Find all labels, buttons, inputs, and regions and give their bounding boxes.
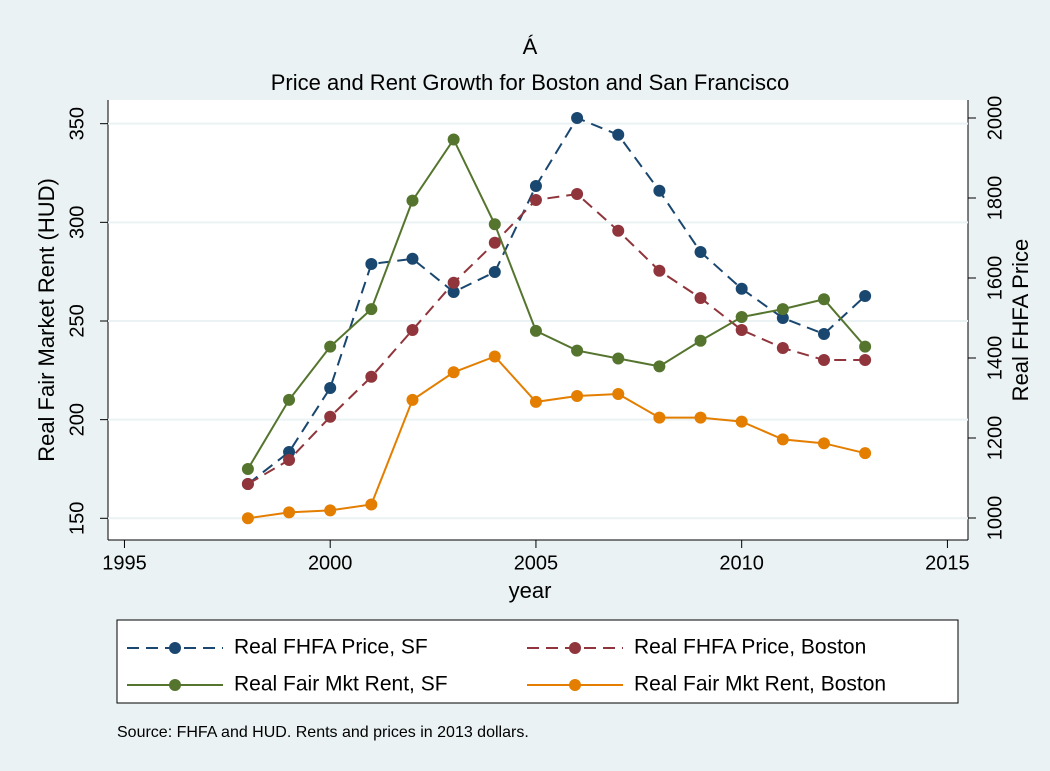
point	[488, 266, 501, 278]
y-tick-label: 150	[66, 502, 88, 535]
point	[447, 286, 460, 298]
legend-label: Real Fair Mkt Rent, Boston	[634, 673, 886, 696]
y2-tick-label: 1200	[984, 416, 1006, 461]
x-axis-title: year	[509, 578, 552, 603]
point	[571, 112, 584, 124]
point	[612, 352, 625, 365]
point	[241, 478, 254, 490]
point	[776, 312, 789, 324]
point	[735, 324, 748, 336]
y2-tick-label: 2000	[984, 96, 1006, 141]
y2-tick-label: 1800	[984, 176, 1006, 221]
y2-tick-label: 1400	[984, 336, 1006, 381]
chart-subtitle: Price and Rent Growth for Boston and San…	[271, 70, 789, 95]
point	[859, 354, 872, 366]
y2-tick-label: 1600	[984, 256, 1006, 301]
point	[241, 462, 254, 475]
point	[776, 342, 789, 354]
x-tick-label: 2010	[719, 552, 764, 574]
legend-label: Real FHFA Price, Boston	[634, 636, 866, 659]
series-line	[247, 116, 866, 485]
legend-marker	[569, 679, 581, 691]
point	[817, 437, 830, 450]
point	[283, 454, 296, 466]
point	[817, 328, 830, 340]
point	[694, 334, 707, 347]
point	[612, 128, 625, 141]
point	[529, 324, 542, 337]
point	[653, 360, 666, 373]
point	[406, 194, 419, 207]
point	[529, 395, 542, 408]
point	[529, 180, 542, 192]
point	[694, 246, 707, 258]
point	[324, 504, 337, 517]
y-tick-label: 200	[66, 403, 88, 436]
point	[365, 370, 378, 383]
point	[241, 512, 254, 525]
point	[571, 188, 584, 200]
point	[735, 311, 748, 324]
y-tick-label: 250	[66, 304, 88, 337]
point	[859, 447, 872, 460]
point	[406, 324, 419, 336]
legend-label: Real Fair Mkt Rent, SF	[234, 673, 448, 696]
point	[406, 393, 419, 406]
chart-title: Á	[523, 34, 538, 59]
legend-marker	[169, 679, 181, 691]
source-note: Source: FHFA and HUD. Rents and prices i…	[117, 724, 529, 741]
point	[283, 393, 296, 406]
point	[776, 433, 789, 446]
point	[488, 236, 501, 249]
series-line	[247, 137, 866, 470]
point	[324, 410, 337, 423]
point	[283, 506, 296, 519]
point	[859, 340, 872, 353]
point	[653, 264, 666, 277]
point	[529, 194, 542, 206]
y-tick-label: 300	[66, 206, 88, 239]
point	[324, 382, 337, 394]
point	[365, 498, 378, 511]
y-tick-label: 350	[66, 107, 88, 140]
y-axis-title: Real Fair Market Rent (HUD)	[34, 178, 59, 462]
x-tick-label: 1995	[102, 552, 147, 574]
point	[694, 292, 707, 304]
point	[612, 224, 625, 237]
point	[653, 184, 666, 197]
point	[694, 411, 707, 424]
point	[447, 366, 460, 379]
point	[859, 290, 872, 302]
point	[447, 276, 460, 289]
point	[817, 293, 830, 306]
point	[735, 415, 748, 428]
point	[365, 303, 378, 316]
point	[653, 411, 666, 424]
point	[817, 354, 830, 366]
series-line	[247, 355, 866, 520]
series-line	[247, 192, 866, 485]
x-tick-label: 2000	[308, 552, 353, 574]
legend-label: Real FHFA Price, SF	[234, 636, 428, 659]
x-tick-label: 2005	[514, 552, 559, 574]
point	[735, 282, 748, 295]
y2-axis-title: Real FHFA Price	[1008, 239, 1033, 402]
point	[488, 218, 501, 231]
point	[488, 350, 501, 363]
point	[365, 258, 378, 270]
point	[324, 340, 337, 353]
legend-marker	[569, 642, 581, 654]
point	[612, 387, 625, 400]
x-tick-label: 2015	[925, 552, 970, 574]
point	[571, 344, 584, 357]
legend	[116, 619, 959, 704]
point	[776, 303, 789, 316]
y2-tick-label: 1000	[984, 496, 1006, 541]
point	[447, 133, 460, 146]
legend-marker	[169, 642, 181, 654]
point	[571, 389, 584, 402]
point	[406, 252, 419, 265]
